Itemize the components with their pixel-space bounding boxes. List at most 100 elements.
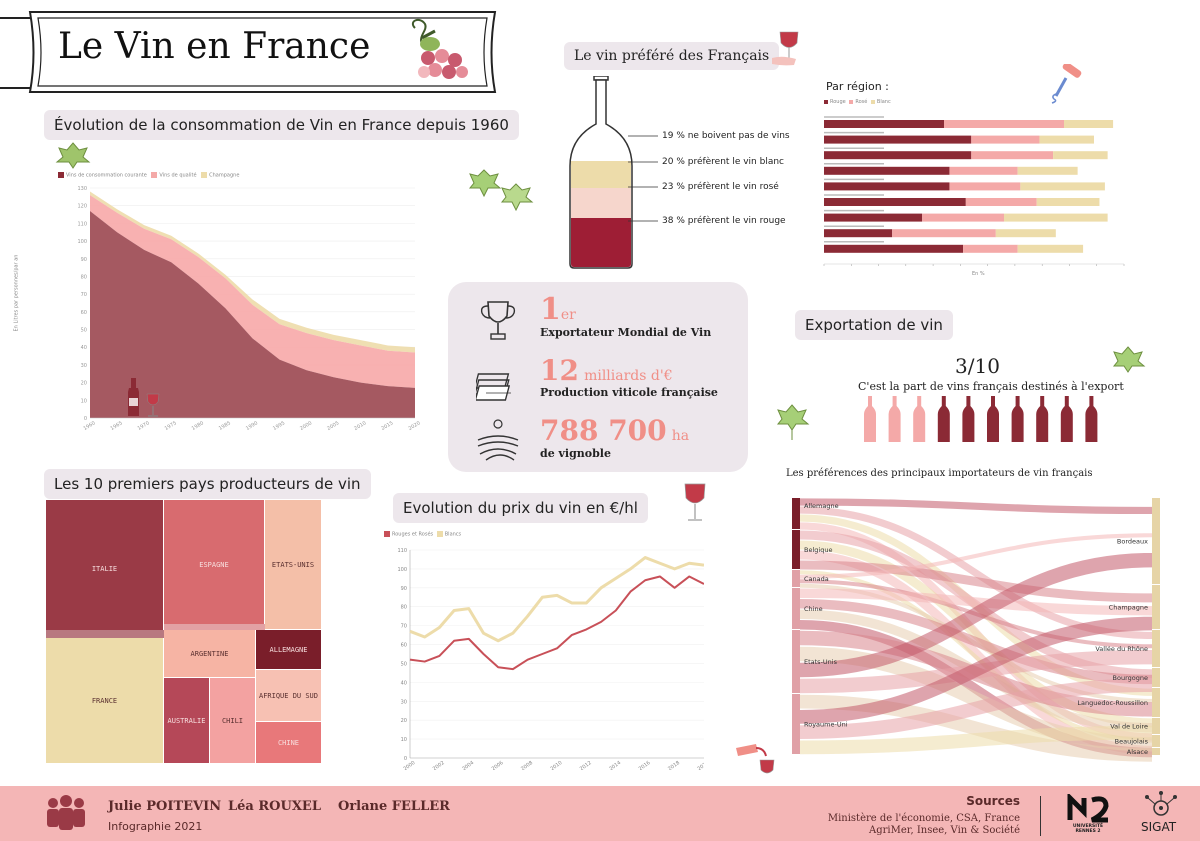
y-tick-label: 30 — [401, 699, 407, 705]
vine-leaves-icon — [468, 169, 534, 212]
author-name: Orlane FELLER — [338, 799, 450, 814]
sankey-flow — [799, 552, 1153, 678]
bottle-segment-rose — [571, 188, 631, 218]
footer-subtitle: Infographie 2021 — [108, 820, 203, 833]
legend-label: Rouge — [830, 99, 846, 105]
x-tick-label: 2005 — [326, 420, 340, 432]
stat-vineyard-label: de vignoble — [540, 447, 611, 460]
sankey-source-label: Royaume-Uni — [804, 721, 848, 729]
consumption-legend: Vins de consommation courante Vins de qu… — [58, 172, 239, 179]
sankey-target-node — [1152, 668, 1160, 687]
pouring-wine-icon — [736, 744, 775, 774]
region-bar-segment — [1017, 244, 1084, 253]
x-tick-label: 2000 — [299, 420, 313, 432]
treemap-label: ALLEMAGNE — [269, 645, 308, 654]
price-title: Evolution du prix du vin en €/hl — [393, 493, 648, 523]
region-bar-segment — [824, 182, 950, 191]
importers-sankey: Allemagne Belgique Canada Chine Etats-Unis Ro… — [792, 498, 1160, 762]
treemap-label: CHINE — [277, 738, 300, 747]
region-bar-segment — [824, 229, 893, 238]
x-tick-label: 2000 — [402, 760, 416, 770]
legend-label: Champagne — [209, 172, 240, 179]
price-legend: Rouges et Rosés Blancs — [384, 531, 461, 538]
region-bar-segment — [824, 166, 950, 175]
legend-label: Rouges et Rosés — [392, 531, 434, 538]
sankey-source-label: Canada — [804, 575, 829, 583]
legend-label: Blanc — [876, 99, 891, 105]
y-tick-label: 20 — [81, 381, 87, 387]
sources-title: Sources — [966, 794, 1020, 808]
region-bar-segment — [824, 120, 944, 128]
region-bar-segment — [1020, 182, 1105, 191]
y-tick-label: 0 — [404, 756, 407, 762]
y-tick-label: 40 — [81, 345, 87, 351]
export-bottle — [913, 396, 926, 442]
region-bar-segment — [965, 198, 1037, 206]
sankey-target-label: Bordeaux — [1117, 538, 1148, 546]
sankey-flow — [799, 599, 1153, 685]
sankey-source-node — [792, 588, 800, 629]
y-tick-label: 10 — [401, 737, 407, 743]
sankey-source-node — [792, 694, 800, 754]
stats-card: 1er Exportateur Mondial de Vin 12 millia… — [448, 282, 748, 472]
stat-rank-suffix: er — [560, 307, 576, 323]
sankey-source-node — [792, 498, 800, 529]
export-bottle — [1060, 396, 1073, 442]
treemap-label: CHILI — [221, 716, 244, 725]
treemap-label: FRANCE — [91, 696, 118, 705]
page-title: Le Vin en France — [58, 26, 371, 67]
preferred-label: 23 % préfèrent le vin rosé — [662, 182, 779, 192]
treemap-label: ARGENTINE — [190, 649, 229, 658]
university-logo-text: UNIVERSITÉ RENNES 2 — [1072, 824, 1104, 834]
y-tick-label: 70 — [401, 624, 407, 630]
treemap-cell: ARGENTINE — [164, 630, 256, 678]
export-bottle — [864, 396, 876, 442]
grapes-icon — [411, 18, 468, 79]
y-tick-label: 100 — [77, 239, 87, 245]
trophy-icon — [480, 301, 516, 340]
price-line-chart: 0 10 20 30 40 50 60 70 80 90 100 110 2000 2002 2004 200… — [397, 548, 704, 770]
title-sign: Le Vin en France — [0, 8, 505, 93]
y-tick-label: 80 — [81, 274, 87, 280]
region-bar-segment — [1053, 151, 1108, 160]
export-title: Exportation de vin — [795, 310, 953, 340]
x-tick-label: 1990 — [245, 420, 259, 432]
stat-rank-label: Exportateur Mondial de Vin — [540, 326, 712, 339]
leaf-icon — [776, 404, 810, 440]
region-bar-segment — [824, 244, 964, 253]
legend-label: Vins de qualité — [159, 172, 197, 179]
treemap-label: AUSTRALIE — [167, 716, 206, 725]
price-series-line — [409, 556, 704, 643]
sankey-source-label: Chine — [804, 605, 823, 613]
y-tick-label: 130 — [77, 186, 87, 192]
export-bottle — [1085, 396, 1098, 442]
region-bar-segment — [922, 213, 1004, 222]
region-bar-segment — [1064, 120, 1114, 128]
treemap-cell: ETATS-UNIS — [265, 500, 322, 630]
region-bar-segment — [971, 135, 1040, 144]
sankey-target-label: Champagne — [1109, 604, 1148, 612]
treemap-label: ITALIE — [91, 564, 118, 573]
area-series — [90, 211, 415, 418]
sankey-flow — [799, 540, 1153, 728]
x-tick-label: 2020 — [696, 760, 704, 770]
y-tick-label: 60 — [81, 310, 87, 316]
y-tick-label: 60 — [401, 643, 407, 649]
x-tick-label: 2002 — [432, 760, 446, 770]
bottle-segment-rouge — [571, 218, 631, 267]
region-bar-segment — [824, 135, 972, 144]
stat-rank: 1 — [540, 292, 561, 327]
x-tick-label: 1980 — [191, 420, 205, 432]
export-fraction: 3/10 — [955, 354, 1000, 378]
treemap-cell: ESPAGNE — [164, 500, 265, 630]
consumption-area-chart: 0 10 20 30 40 50 60 70 80 90 100 110 120 130 1960 1965 1… — [77, 186, 421, 432]
region-bar-segment — [892, 229, 996, 238]
region-bar-segment — [1017, 166, 1078, 175]
treemap-cell: ITALIE — [46, 500, 164, 638]
x-tick-label: 2010 — [353, 420, 367, 432]
stat-production-value: 12 — [540, 354, 579, 387]
wine-glass-icon — [684, 483, 706, 521]
x-tick-label: 2020 — [407, 420, 421, 432]
region-bar-segment — [971, 151, 1054, 160]
region-xlabel: En % — [972, 271, 985, 277]
